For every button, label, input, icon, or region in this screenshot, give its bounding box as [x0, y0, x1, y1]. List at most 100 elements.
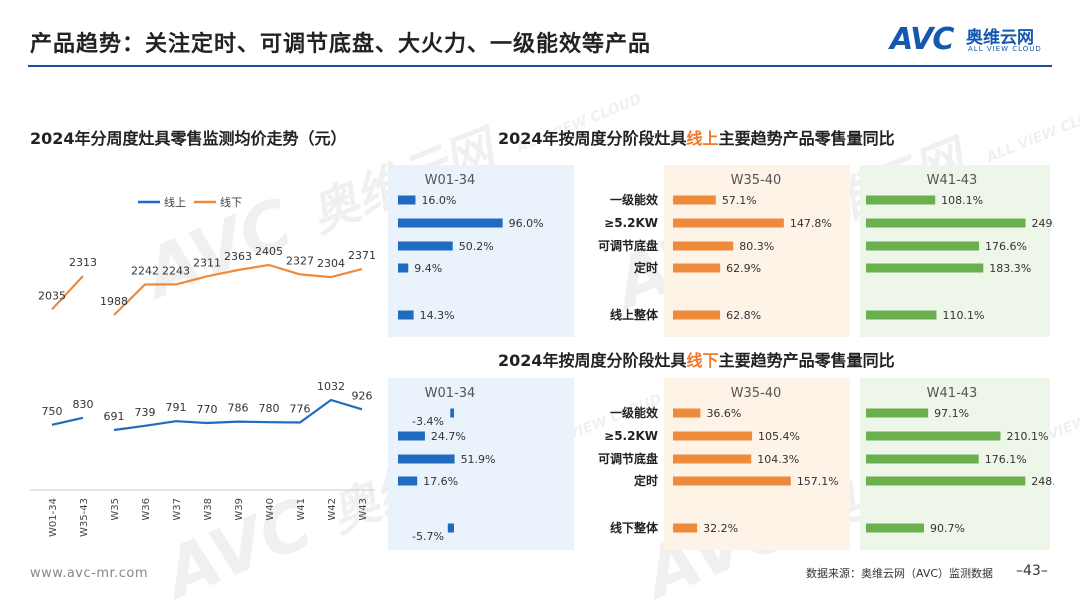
bar-value-label: 157.1% — [797, 475, 839, 488]
bar-value-label: 14.3% — [420, 309, 455, 322]
panel-label: W35-40 — [731, 386, 782, 401]
panel-background — [664, 165, 850, 337]
bar-value-label: 24.7% — [431, 430, 466, 443]
bar — [447, 523, 454, 533]
website-url: www.avc-mr.com — [30, 566, 149, 581]
bar-value-label: 147.8% — [790, 217, 832, 230]
series-line-online — [51, 416, 84, 426]
bar-value-label: 36.6% — [706, 407, 741, 420]
bar — [673, 218, 784, 228]
bar — [398, 431, 425, 441]
data-label-online: 1032 — [317, 380, 345, 393]
x-tick-label: W43 — [358, 498, 369, 521]
bar-value-label: 97.1% — [934, 407, 969, 420]
data-label-offline: 2242 — [131, 265, 159, 278]
panel-label: W35-40 — [731, 173, 782, 188]
data-label-online: 926 — [352, 389, 373, 402]
offline-title-highlight: 线下 — [686, 351, 719, 370]
bar — [398, 218, 503, 228]
bar — [866, 523, 925, 533]
data-source: 数据来源：奥维云网（AVC）监测数据 — [806, 567, 994, 580]
data-label-online: 786 — [228, 402, 249, 415]
panel-label: W41-43 — [927, 386, 978, 401]
bar — [450, 408, 454, 418]
data-label-offline: 2311 — [193, 256, 221, 269]
bar — [866, 408, 929, 418]
bar-value-label: 90.7% — [930, 522, 965, 535]
offline-chart-title: 2024年按周度分阶段灶具线下主要趋势产品零售量同比 — [498, 347, 895, 371]
offline-title-post: 主要趋势产品零售量同比 — [718, 351, 895, 370]
bar-value-label: 62.8% — [726, 309, 761, 322]
data-label-online: 691 — [104, 410, 125, 423]
title-divider — [28, 65, 1052, 67]
bar — [866, 218, 1026, 228]
series-line-online — [113, 398, 363, 432]
bar-value-label: 50.2% — [459, 240, 494, 253]
bar-value-label: 51.9% — [461, 453, 496, 466]
data-label-online: 776 — [290, 403, 311, 416]
online-title-pre: 2024年按周度分阶段灶具 — [498, 129, 687, 148]
bar — [398, 476, 418, 486]
online-title-post: 主要趋势产品零售量同比 — [718, 129, 895, 148]
data-label-online: 830 — [73, 398, 94, 411]
bar-value-label: 183.3% — [989, 262, 1031, 275]
bar — [673, 454, 752, 464]
panel-background — [860, 165, 1050, 337]
panel-background — [664, 378, 850, 550]
data-label-offline: 2304 — [317, 257, 345, 270]
bar — [673, 476, 791, 486]
logo-name-en: ALL VIEW CLOUD — [968, 45, 1042, 53]
series-line-offline — [51, 275, 84, 311]
bar — [673, 263, 721, 273]
left-chart-title: 2024年分周度灶具零售监测均价走势（元） — [30, 129, 347, 148]
x-tick-label: W01-34 — [48, 498, 59, 537]
bar — [866, 263, 984, 273]
category-label: 定时 — [634, 260, 658, 275]
bar — [673, 310, 721, 320]
bar — [866, 310, 937, 320]
bar — [866, 241, 980, 251]
data-label-online: 791 — [166, 401, 187, 414]
bar-value-label: 96.0% — [509, 217, 544, 230]
page-title: 产品趋势：关注定时、可调节底盘、大火力、一级能效等产品 — [30, 32, 652, 57]
bar-value-label: -5.7% — [412, 530, 444, 543]
panel-label: W41-43 — [927, 173, 978, 188]
bar-value-label: 110.1% — [942, 309, 984, 322]
category-label: 一级能效 — [610, 405, 659, 420]
category-label: 一级能效 — [610, 192, 659, 207]
data-label-offline: 2327 — [286, 254, 314, 267]
data-label-offline: 2313 — [69, 256, 97, 269]
x-tick-label: W40 — [265, 498, 276, 521]
bar — [866, 476, 1026, 486]
data-label-online: 750 — [42, 405, 63, 418]
bar-value-label: 32.2% — [703, 522, 738, 535]
x-tick-label: W35 — [110, 498, 121, 521]
data-label-offline: 2243 — [162, 264, 190, 277]
data-label-offline: 2405 — [255, 245, 283, 258]
category-label: 定时 — [634, 473, 658, 488]
avc-logo: AVC 奥维云网 ALL VIEW CLOUD — [890, 22, 1060, 57]
bar — [673, 408, 701, 418]
watermark-en: ALL VIEW CLOUD — [984, 101, 1080, 166]
bar-value-label: 16.0% — [421, 194, 456, 207]
x-tick-label: W35-43 — [79, 498, 90, 537]
bar-value-label: 249.3% — [1032, 217, 1054, 230]
x-tick-label: W41 — [296, 498, 307, 521]
bar — [673, 241, 734, 251]
bar-value-label: 104.3% — [757, 453, 799, 466]
x-tick-label: W37 — [172, 498, 183, 521]
x-tick-label: W42 — [327, 498, 338, 521]
category-label: 线下整体 — [610, 520, 659, 535]
data-label-offline: 2363 — [224, 250, 252, 263]
bar-value-label: 57.1% — [722, 194, 757, 207]
bar-value-label: 108.1% — [941, 194, 983, 207]
bar-value-label: 9.4% — [414, 262, 442, 275]
bar-value-label: 176.1% — [985, 453, 1027, 466]
online-title-highlight: 线上 — [686, 129, 719, 148]
bar-value-label: 210.1% — [1006, 430, 1048, 443]
online-yoy-bar-chart: W01-34 16.0% 96.0% 50.2% 9.4% 14.3% W35-40 57.1… — [388, 165, 1054, 337]
bar — [673, 523, 698, 533]
legend-label: 线下 — [220, 195, 242, 209]
